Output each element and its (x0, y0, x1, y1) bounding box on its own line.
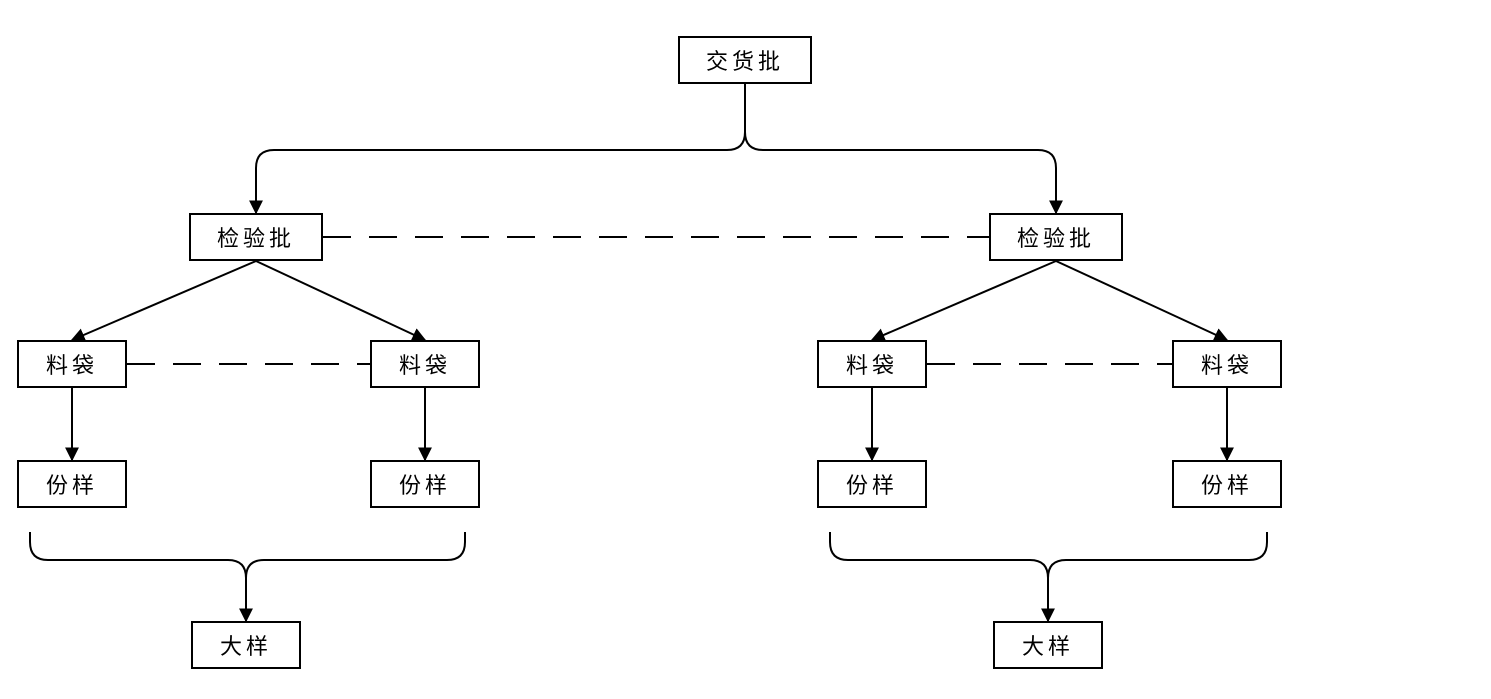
node-label: 检验批 (1017, 221, 1095, 253)
node-label: 大样 (1022, 629, 1074, 661)
node-label: 份样 (1201, 468, 1253, 500)
node-label: 份样 (846, 468, 898, 500)
node-label: 料袋 (399, 348, 451, 380)
node-label: 料袋 (846, 348, 898, 380)
node-big_l: 大样 (191, 621, 301, 669)
diagram-canvas: 交货批检验批 检验批料袋 料袋 料袋 料袋份样 份样 份样 份样大样 大样 (0, 0, 1491, 699)
node-sam_rl: 份样 (817, 460, 927, 508)
node-label: 交货批 (706, 44, 784, 76)
node-insp_r: 检验批 (989, 213, 1123, 261)
node-bag_rr: 料袋 (1172, 340, 1282, 388)
node-sam_lr: 份样 (370, 460, 480, 508)
node-root: 交货批 (678, 36, 812, 84)
node-insp_l: 检验批 (189, 213, 323, 261)
node-bag_ll: 料袋 (17, 340, 127, 388)
node-label: 检验批 (217, 221, 295, 253)
node-label: 份样 (399, 468, 451, 500)
node-bag_lr: 料袋 (370, 340, 480, 388)
node-label: 料袋 (1201, 348, 1253, 380)
node-label: 料袋 (46, 348, 98, 380)
node-sam_ll: 份样 (17, 460, 127, 508)
node-sam_rr: 份样 (1172, 460, 1282, 508)
node-bag_rl: 料袋 (817, 340, 927, 388)
node-big_r: 大样 (993, 621, 1103, 669)
node-label: 大样 (220, 629, 272, 661)
node-label: 份样 (46, 468, 98, 500)
